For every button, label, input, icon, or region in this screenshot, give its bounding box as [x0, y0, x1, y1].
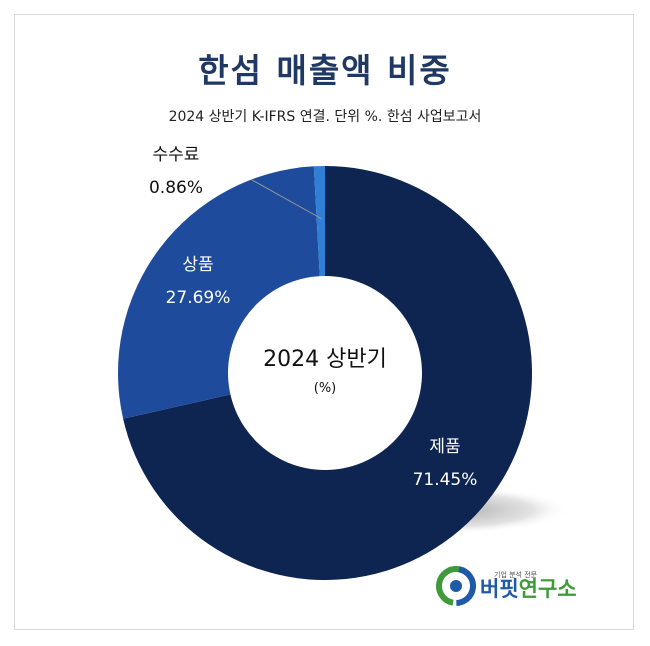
leader-line — [251, 179, 323, 220]
slice-label-value-1: 71.45% — [413, 470, 478, 490]
slice-label-name-3: 수수료 — [153, 145, 200, 165]
slice-label-value-2: 27.69% — [166, 288, 231, 308]
buffett-lab-logo: 기업 분석 전문 버핏연구소 — [436, 566, 577, 606]
chart-title: 한섬 매출액 비중 — [198, 51, 452, 90]
slice-label-name-1: 제품 — [429, 437, 460, 457]
slice-labels: 제품 71.45% 상품 27.69% 수수료 0.86% — [149, 145, 477, 490]
logo-tagline: 기업 분석 전문 — [494, 571, 538, 579]
chart-subtitle: 2024 상반기 K-IFRS 연결. 단위 %. 한섬 사업보고서 — [168, 109, 482, 125]
logo-icon — [436, 566, 476, 606]
donut-hole — [228, 276, 422, 470]
logo-name: 버핏연구소 — [480, 577, 577, 601]
center-unit: (%) — [314, 381, 337, 396]
center-label: 2024 상반기 — [263, 347, 387, 372]
slice-label-value-3: 0.86% — [149, 178, 203, 198]
slice-label-name-2: 상품 — [182, 255, 213, 275]
